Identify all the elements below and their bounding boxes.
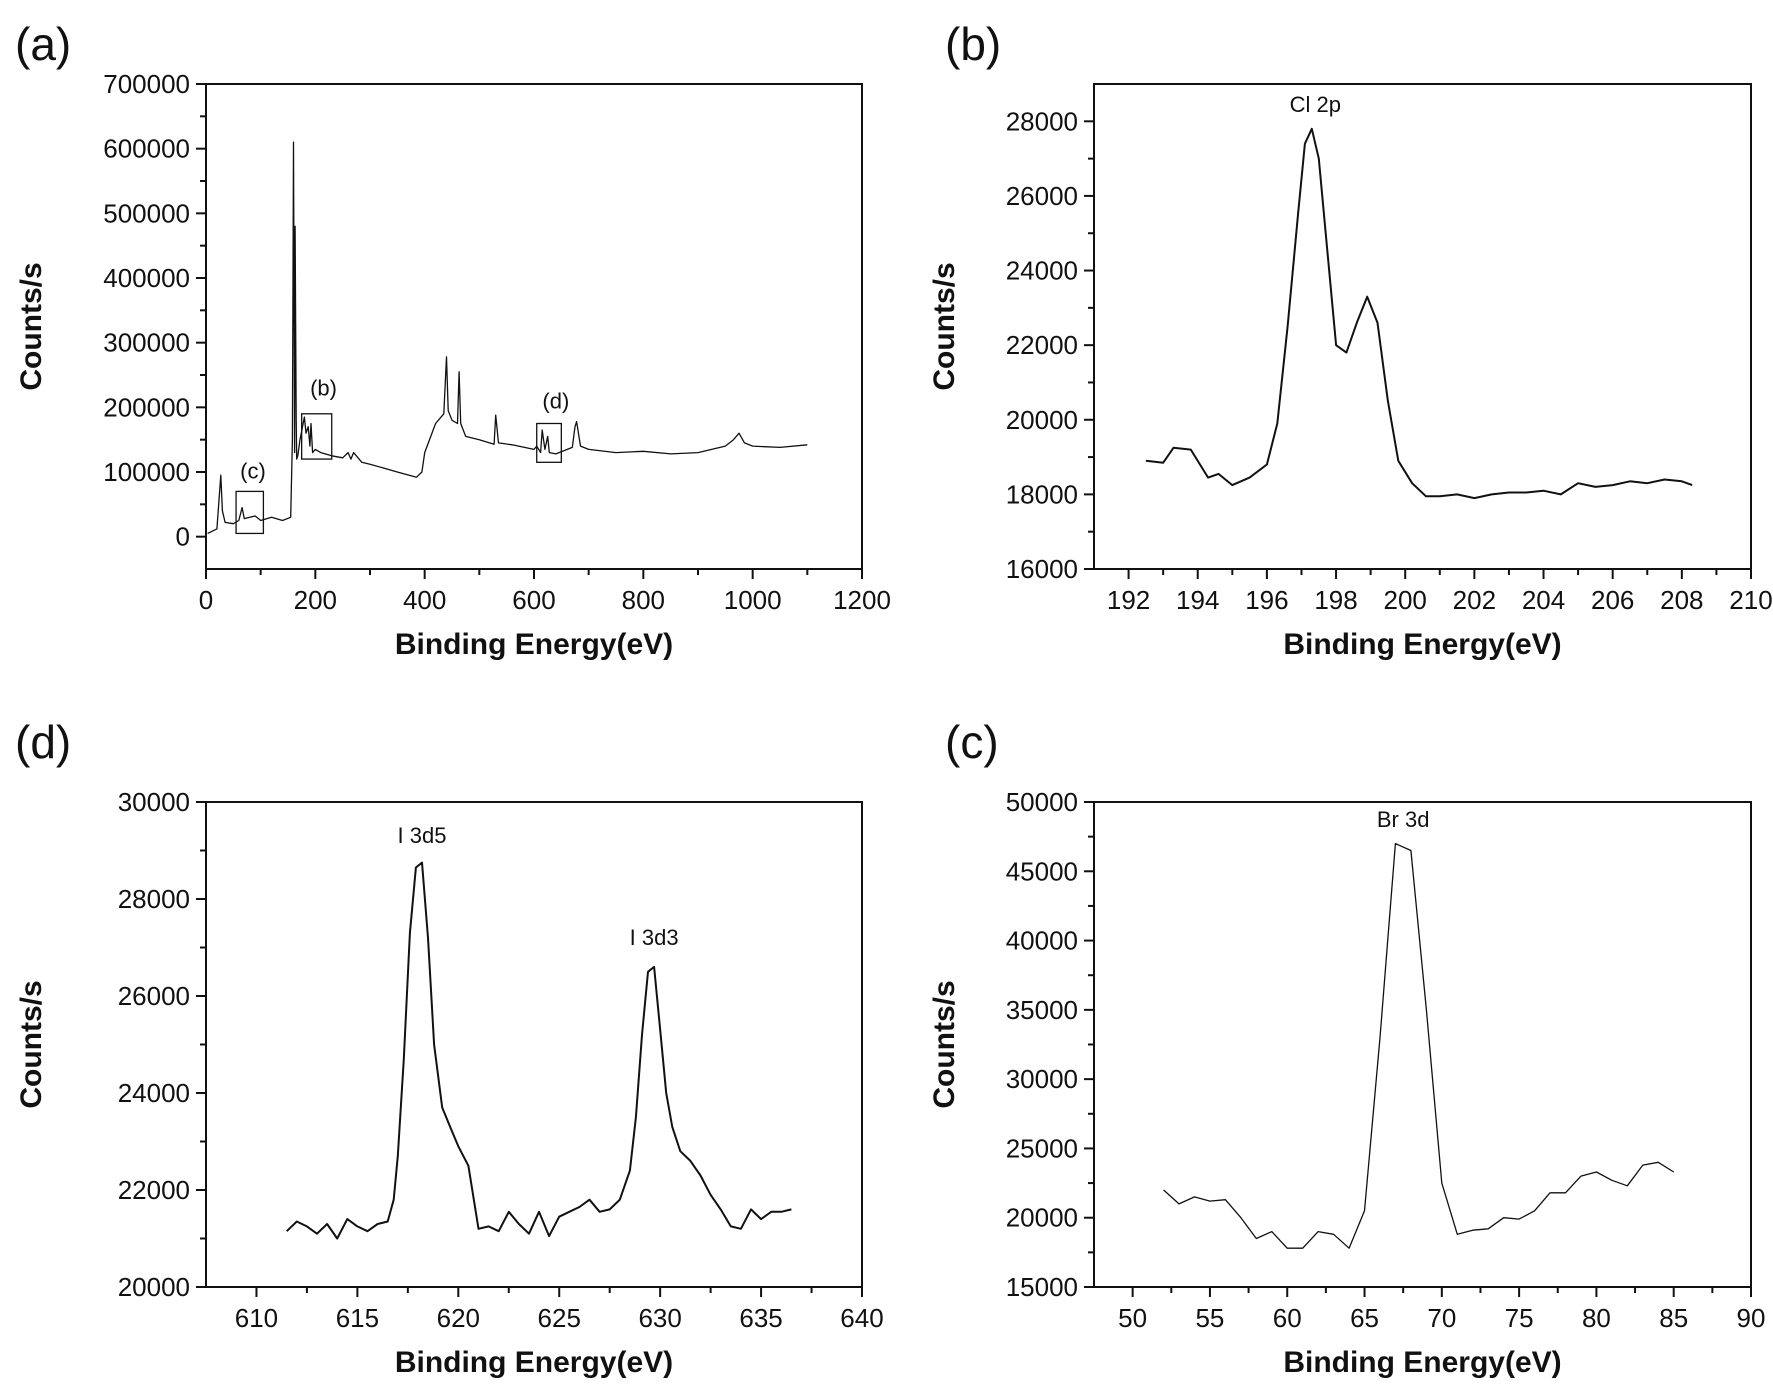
plot-frame	[205, 801, 863, 1288]
x-tick-label: 65	[1350, 1303, 1379, 1333]
zoom-region-box	[235, 490, 265, 535]
panel-letter: (c)	[945, 716, 999, 768]
plot-frame	[1093, 801, 1752, 1288]
x-tick-label: 206	[1591, 585, 1634, 615]
peak-annotation: Br 3d	[1377, 807, 1430, 832]
x-tick-label: 635	[739, 1303, 782, 1333]
x-tick-label: 75	[1505, 1303, 1534, 1333]
y-tick-label: 16000	[1006, 554, 1078, 584]
y-tick-label: 20000	[118, 1272, 190, 1302]
x-tick-label: 210	[1729, 585, 1772, 615]
x-tick-label: 85	[1659, 1303, 1688, 1333]
zoom-region-box	[301, 413, 333, 460]
x-tick-label: 208	[1660, 585, 1703, 615]
panel-c-br3d-spectrum: (c) 50 55 60 65 70 75 80 85 90 15000 20000 25000 3000…	[928, 716, 1765, 1379]
y-tick-label: 50000	[1006, 787, 1078, 817]
plot-frame	[205, 83, 863, 570]
peak-annotation: (c)	[240, 458, 266, 483]
x-tick-label: 196	[1245, 585, 1288, 615]
plot-frame	[1093, 83, 1752, 570]
x-tick-label: 610	[235, 1303, 278, 1333]
x-tick-label: 50	[1118, 1303, 1147, 1333]
y-tick-label: 28000	[1006, 106, 1078, 136]
x-tick-label: 55	[1195, 1303, 1224, 1333]
y-tick-label: 22000	[1006, 330, 1078, 360]
y-tick-label: 30000	[1006, 1064, 1078, 1094]
x-tick-label: 60	[1273, 1303, 1302, 1333]
panel-d-i3d-spectrum: (d) 610 615 620 625 630 635 640 20000 22000 24000 2…	[15, 716, 884, 1379]
panel-a-survey-spectrum: (a) 0 200 400 600 800 1000 1200 0 100000 200000 300…	[15, 18, 891, 661]
peak-annotation: (d)	[542, 389, 569, 414]
y-tick-label: 35000	[1006, 995, 1078, 1025]
y-tick-label: 500000	[103, 198, 190, 228]
y-tick-label: 24000	[118, 1078, 190, 1108]
y-tick-label: 25000	[1006, 1133, 1078, 1163]
x-tick-label: 194	[1176, 585, 1219, 615]
y-tick-label: 18000	[1006, 479, 1078, 509]
x-axis-title: Binding Energy(eV)	[395, 628, 673, 661]
x-tick-label: 198	[1314, 585, 1357, 615]
panel-b-cl2p-spectrum: (b) 192 194 196 198 200 202 204 206 208 210 16000 18…	[928, 18, 1773, 661]
spectrum-line	[1163, 842, 1675, 1249]
x-tick-label: 80	[1582, 1303, 1611, 1333]
y-tick-label: 15000	[1006, 1272, 1078, 1302]
x-tick-label: 0	[199, 585, 213, 615]
x-axis-title: Binding Energy(eV)	[395, 1346, 673, 1379]
x-tick-label: 640	[840, 1303, 883, 1333]
y-tick-label: 40000	[1006, 926, 1078, 956]
y-tick-label: 20000	[1006, 1203, 1078, 1233]
y-tick-label: 22000	[118, 1175, 190, 1205]
x-tick-label: 620	[437, 1303, 480, 1333]
y-tick-label: 45000	[1006, 856, 1078, 886]
y-axis-title: Counts/s	[928, 980, 961, 1108]
x-tick-label: 90	[1737, 1303, 1766, 1333]
panel-letter: (d)	[15, 716, 71, 768]
panel-letter: (b)	[945, 18, 1001, 70]
x-tick-label: 1200	[833, 585, 891, 615]
y-tick-label: 20000	[1006, 405, 1078, 435]
x-tick-label: 200	[294, 585, 337, 615]
spectrum-line	[207, 141, 808, 534]
y-tick-label: 200000	[103, 392, 190, 422]
panel-letter: (a)	[15, 18, 71, 70]
x-tick-label: 200	[1384, 585, 1427, 615]
y-tick-label: 26000	[118, 981, 190, 1011]
x-axis-title: Binding Energy(eV)	[1283, 628, 1561, 661]
x-tick-label: 70	[1427, 1303, 1456, 1333]
x-tick-label: 192	[1107, 585, 1150, 615]
peak-annotation: I 3d3	[630, 925, 679, 950]
y-axis-title: Counts/s	[928, 262, 961, 390]
y-axis-title: Counts/s	[15, 980, 48, 1108]
y-tick-label: 400000	[103, 263, 190, 293]
x-tick-label: 1000	[724, 585, 782, 615]
x-tick-label: 800	[622, 585, 665, 615]
x-tick-label: 625	[538, 1303, 581, 1333]
x-tick-label: 630	[638, 1303, 681, 1333]
x-axis-title: Binding Energy(eV)	[1283, 1346, 1561, 1379]
peak-annotation: Cl 2p	[1290, 92, 1341, 117]
y-tick-label: 30000	[118, 787, 190, 817]
y-tick-label: 100000	[103, 457, 190, 487]
spectrum-line	[1145, 127, 1693, 500]
y-tick-label: 28000	[118, 884, 190, 914]
peak-annotation: (b)	[310, 376, 337, 401]
y-axis-title: Counts/s	[15, 262, 48, 390]
x-tick-label: 204	[1522, 585, 1565, 615]
peak-annotation: I 3d5	[398, 823, 447, 848]
y-tick-label: 26000	[1006, 181, 1078, 211]
x-tick-label: 615	[336, 1303, 379, 1333]
x-tick-label: 202	[1453, 585, 1496, 615]
x-tick-label: 400	[403, 585, 446, 615]
y-tick-label: 24000	[1006, 256, 1078, 286]
zoom-region-box	[536, 422, 562, 463]
y-tick-label: 700000	[103, 69, 190, 99]
spectrum-line	[286, 861, 792, 1240]
y-tick-label: 600000	[103, 134, 190, 164]
x-tick-label: 600	[512, 585, 555, 615]
y-tick-label: 300000	[103, 328, 190, 358]
y-tick-label: 0	[176, 522, 190, 552]
